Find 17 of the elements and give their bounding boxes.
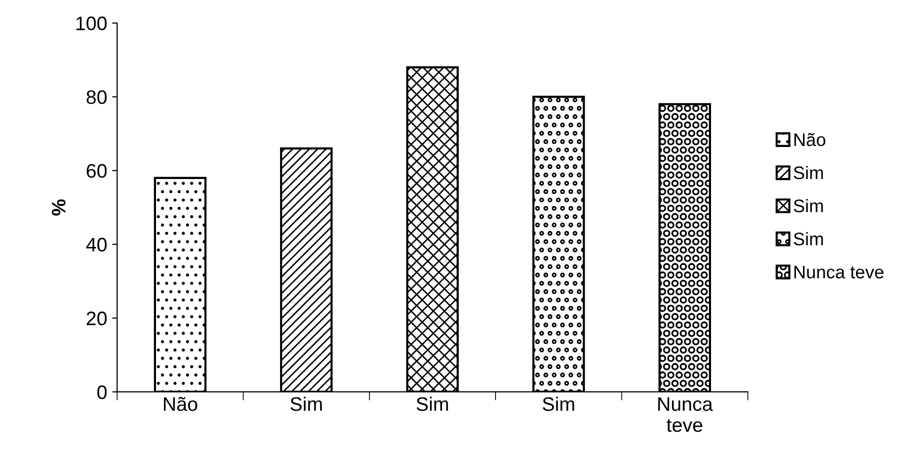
- legend-label: Não: [794, 133, 826, 146]
- legend-label: Sim: [794, 232, 823, 246]
- x-tick-label: Não: [164, 396, 198, 411]
- legend-label: Sim: [794, 199, 823, 212]
- y-tick-label: 100: [76, 16, 107, 30]
- x-tick-label: Sim: [542, 396, 574, 411]
- x-tick-label: Nunca teve: [658, 397, 713, 432]
- legend-label: Nunca teve: [794, 266, 884, 278]
- y-tick-label: 40: [86, 238, 107, 252]
- y-tick-label: 0: [97, 385, 107, 400]
- x-tick-label: Sim: [290, 396, 322, 411]
- y-tick-label: 80: [86, 90, 107, 104]
- y-tick-label: 60: [86, 164, 107, 178]
- legend-label: Sim: [794, 166, 823, 180]
- x-tick-label: Sim: [416, 396, 448, 411]
- y-tick-label: 20: [86, 312, 107, 326]
- y-axis-title: %: [52, 199, 66, 216]
